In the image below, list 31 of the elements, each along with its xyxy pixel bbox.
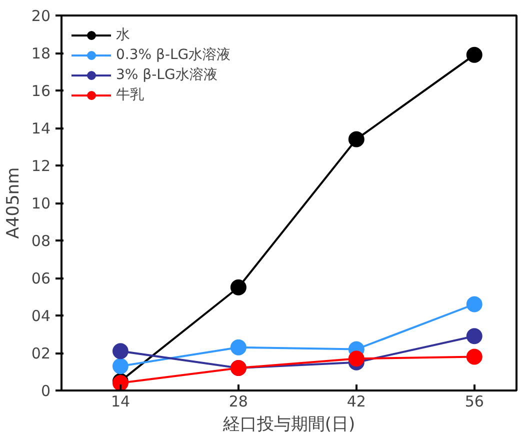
y-axis-title: A405nm bbox=[3, 167, 24, 239]
point bbox=[466, 328, 482, 344]
point bbox=[112, 343, 128, 360]
legend-label: 水 bbox=[116, 26, 131, 44]
point bbox=[466, 46, 482, 63]
y-tick-label: 02 bbox=[31, 344, 51, 362]
y-tick-label: 04 bbox=[31, 307, 51, 325]
y-tick-label: 18 bbox=[31, 44, 51, 62]
y-tick-label: 16 bbox=[31, 82, 51, 100]
y-tick-label: 14 bbox=[31, 120, 51, 138]
x-axis-title: 経口投与期間(日) bbox=[222, 414, 356, 434]
y-tick-label: 0 bbox=[40, 382, 51, 400]
x-tick-label: 42 bbox=[346, 392, 366, 410]
x-tick-label: 14 bbox=[110, 392, 130, 410]
y-tick-label: 12 bbox=[31, 157, 51, 175]
point bbox=[112, 358, 128, 374]
point bbox=[348, 131, 364, 148]
point bbox=[466, 296, 482, 312]
point bbox=[230, 279, 246, 296]
y-tick-label: 20 bbox=[31, 7, 51, 25]
y-tick-label: 10 bbox=[31, 194, 51, 212]
point bbox=[230, 339, 246, 356]
x-tick-label: 56 bbox=[464, 392, 484, 410]
point bbox=[348, 350, 364, 367]
y-tick-label: 06 bbox=[31, 270, 51, 288]
x-tick-label: 28 bbox=[228, 392, 248, 410]
legend-label: 3% β-LG水溶液 bbox=[116, 66, 218, 84]
point bbox=[466, 348, 482, 365]
y-tick-label: 08 bbox=[31, 232, 51, 250]
legend-label: 牛乳 bbox=[116, 86, 144, 104]
legend-label: 0.3% β-LG水溶液 bbox=[116, 46, 231, 64]
